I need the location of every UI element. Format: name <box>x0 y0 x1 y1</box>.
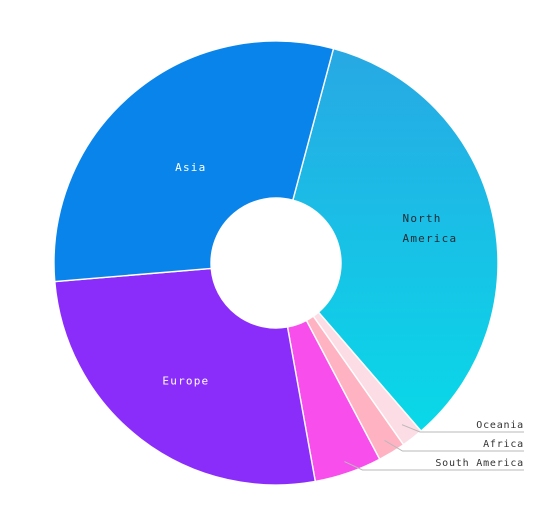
label-south-america: South America <box>435 458 524 469</box>
leader-line-africa <box>384 440 524 452</box>
label-asia: Asia <box>175 161 206 174</box>
label-africa: Africa <box>483 439 524 450</box>
label-north-america: North America <box>403 212 458 245</box>
donut-hole <box>211 198 341 328</box>
leader-line-south-america <box>344 461 524 471</box>
label-oceania: Oceania <box>476 420 524 431</box>
leader-line-oceania <box>401 424 524 433</box>
label-europe: Europe <box>162 374 209 387</box>
